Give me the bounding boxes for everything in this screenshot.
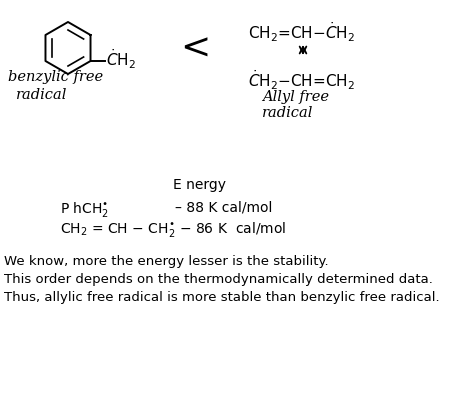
Text: $\dot{C}$H$_2$$-$CH=CH$_2$: $\dot{C}$H$_2$$-$CH=CH$_2$ bbox=[248, 68, 355, 92]
Text: Thus, allylic free radical is more stable than benzylic free radical.: Thus, allylic free radical is more stabl… bbox=[4, 291, 439, 304]
Text: radical: radical bbox=[262, 106, 313, 120]
Text: This order depends on the thermodynamically determined data.: This order depends on the thermodynamica… bbox=[4, 273, 433, 286]
Text: We know, more the energy lesser is the stability.: We know, more the energy lesser is the s… bbox=[4, 255, 328, 268]
Text: benzylic free: benzylic free bbox=[8, 70, 103, 84]
Text: – 88 K cal/mol: – 88 K cal/mol bbox=[175, 200, 273, 214]
Text: <: < bbox=[180, 32, 210, 66]
Text: $\dot{C}$H$_2$: $\dot{C}$H$_2$ bbox=[106, 47, 136, 71]
Text: radical: radical bbox=[16, 88, 67, 102]
Text: E nergy: E nergy bbox=[173, 178, 227, 192]
Text: CH$_2$=CH$-\dot{C}$H$_2$: CH$_2$=CH$-\dot{C}$H$_2$ bbox=[248, 20, 355, 44]
Text: P hCH$_2^{\bullet}$: P hCH$_2^{\bullet}$ bbox=[60, 200, 109, 219]
Text: CH$_2$ = CH $-$ CH$_2^{\bullet}$ $-$ 86 K  cal/mol: CH$_2$ = CH $-$ CH$_2^{\bullet}$ $-$ 86 … bbox=[60, 220, 286, 239]
Text: Allyl free: Allyl free bbox=[262, 90, 329, 104]
